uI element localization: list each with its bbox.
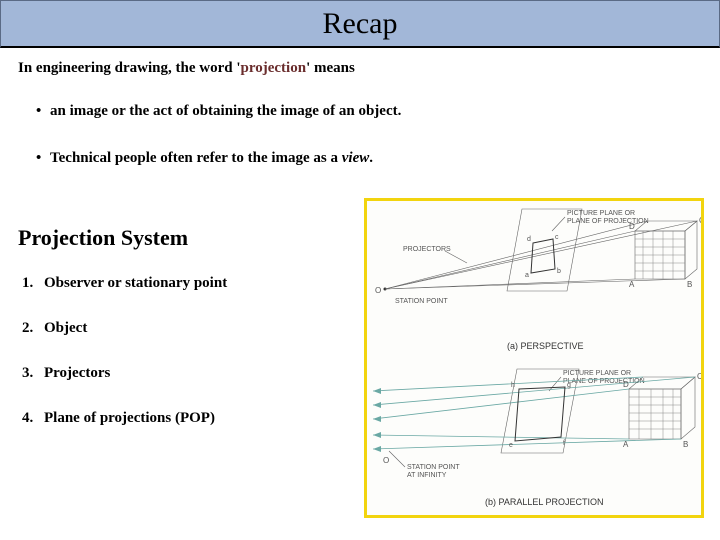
- svg-text:A: A: [629, 280, 635, 289]
- svg-text:D: D: [623, 380, 629, 389]
- bullet-list: an image or the act of obtaining the ima…: [18, 103, 702, 167]
- svg-text:D: D: [629, 222, 635, 231]
- diag-caption-b: (b) PARALLEL PROJECTION: [485, 497, 604, 507]
- svg-text:B: B: [687, 280, 692, 289]
- svg-text:h: h: [511, 382, 515, 389]
- svg-text:a: a: [525, 272, 529, 279]
- page-title: Recap: [323, 7, 398, 41]
- intro-line: In engineering drawing, the word 'projec…: [18, 60, 702, 77]
- svg-text:b: b: [557, 268, 561, 275]
- diag-cube-b: [629, 377, 695, 439]
- bullet-text: an image or the act of obtaining the ima…: [50, 103, 401, 119]
- diag-station-label: STATION POINT: [395, 298, 448, 305]
- diag-plane-label: PICTURE PLANE OR: [567, 210, 635, 217]
- diag-cube-a: [635, 221, 697, 279]
- intro-suffix: ' means: [306, 60, 355, 76]
- bullet-item: an image or the act of obtaining the ima…: [36, 103, 702, 120]
- list-num: 1.: [22, 275, 44, 292]
- bullet-emph: view: [342, 150, 370, 166]
- bullet-tail: .: [369, 150, 373, 166]
- diag-station2-label: STATION POINT: [407, 464, 460, 471]
- bullet-item: Technical people often refer to the imag…: [36, 150, 702, 167]
- svg-text:f: f: [563, 440, 565, 447]
- svg-text:g: g: [567, 382, 571, 389]
- svg-text:C: C: [697, 372, 701, 381]
- list-num: 4.: [22, 410, 44, 427]
- svg-text:O: O: [383, 456, 389, 465]
- svg-text:e: e: [509, 442, 513, 449]
- diag-caption-a: (a) PERSPECTIVE: [507, 341, 584, 351]
- svg-text:A: A: [623, 440, 629, 449]
- bullet-text: Technical people often refer to the imag…: [50, 150, 342, 166]
- list-text: Projectors: [44, 365, 110, 382]
- list-text: Object: [44, 320, 87, 337]
- title-bar: Recap: [0, 0, 720, 48]
- svg-text:d: d: [527, 236, 531, 243]
- diag-station2b-label: AT INFINITY: [407, 472, 447, 479]
- list-text: Plane of projections (POP): [44, 410, 215, 427]
- list-num: 3.: [22, 365, 44, 382]
- intro-prefix: In engineering drawing, the word ': [18, 60, 241, 76]
- svg-text:PICTURE PLANE OR: PICTURE PLANE OR: [563, 370, 631, 377]
- diag-projectors-label: PROJECTORS: [403, 246, 451, 253]
- pt-O: O: [375, 286, 381, 295]
- svg-text:c: c: [555, 234, 559, 241]
- projection-diagram: PICTURE PLANE OR PLANE OF PROJECTION O S…: [364, 198, 704, 518]
- svg-text:B: B: [683, 440, 688, 449]
- list-text: Observer or stationary point: [44, 275, 227, 292]
- list-num: 2.: [22, 320, 44, 337]
- intro-keyword: projection: [241, 60, 307, 76]
- svg-text:C: C: [699, 216, 701, 225]
